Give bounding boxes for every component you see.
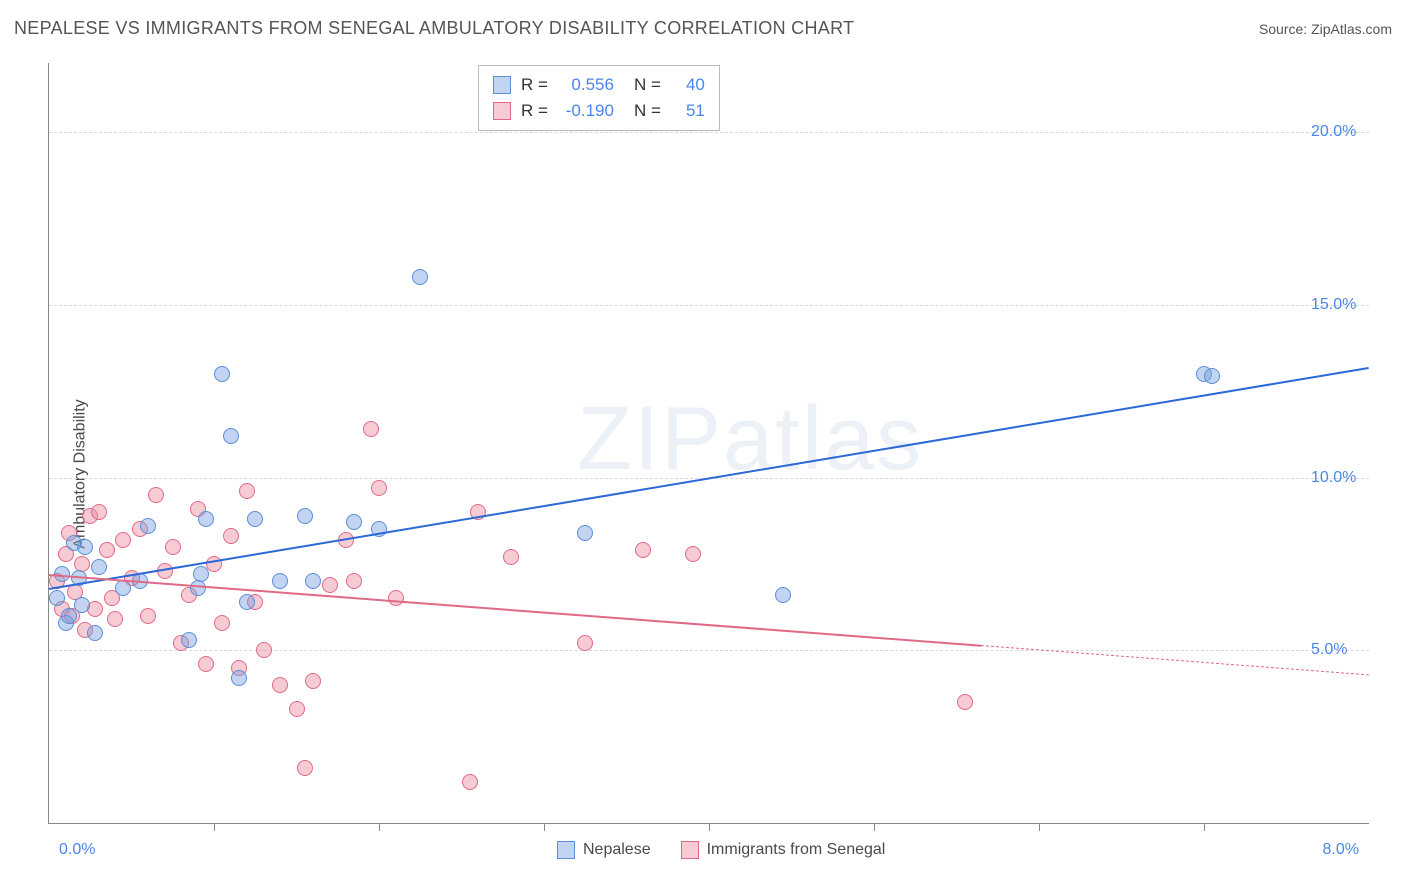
- legend-item-label: Immigrants from Senegal: [707, 841, 886, 859]
- scatter-point-a: [775, 587, 791, 603]
- legend-row-b: R = -0.190 N = 51: [493, 98, 705, 124]
- scatter-point-b: [957, 694, 973, 710]
- scatter-point-b: [107, 611, 123, 627]
- legend-item-b: Immigrants from Senegal: [681, 841, 886, 859]
- legend-r-value: 0.556: [558, 72, 614, 98]
- scatter-point-b: [140, 608, 156, 624]
- scatter-point-a: [305, 573, 321, 589]
- scatter-point-a: [577, 525, 593, 541]
- y-tick-label: 15.0%: [1311, 296, 1356, 314]
- trend-line: [49, 367, 1369, 590]
- scatter-point-a: [223, 428, 239, 444]
- source-prefix: Source:: [1259, 21, 1311, 37]
- y-tick-label: 20.0%: [1311, 123, 1356, 141]
- scatter-point-b: [272, 677, 288, 693]
- scatter-point-a: [346, 514, 362, 530]
- x-tick: [1039, 823, 1040, 831]
- source-attribution: Source: ZipAtlas.com: [1259, 21, 1392, 37]
- series-legend: Nepalese Immigrants from Senegal: [557, 841, 885, 859]
- scatter-point-a: [297, 508, 313, 524]
- scatter-point-b: [388, 590, 404, 606]
- scatter-point-b: [322, 577, 338, 593]
- scatter-point-b: [214, 615, 230, 631]
- scatter-point-a: [181, 632, 197, 648]
- legend-swatch-icon: [493, 76, 511, 94]
- x-tick-label-left: 0.0%: [59, 841, 95, 859]
- scatter-point-b: [198, 656, 214, 672]
- gridline: [49, 650, 1369, 651]
- legend-swatch-icon: [493, 102, 511, 120]
- legend-swatch-icon: [681, 841, 699, 859]
- legend-r-label: R =: [521, 72, 548, 98]
- scatter-point-b: [239, 483, 255, 499]
- x-tick: [709, 823, 710, 831]
- scatter-point-b: [297, 760, 313, 776]
- scatter-point-b: [305, 673, 321, 689]
- scatter-point-b: [165, 539, 181, 555]
- legend-swatch-icon: [557, 841, 575, 859]
- legend-r-value: -0.190: [558, 98, 614, 124]
- scatter-point-b: [503, 549, 519, 565]
- scatter-point-a: [91, 559, 107, 575]
- scatter-point-a: [140, 518, 156, 534]
- legend-n-value: 40: [671, 72, 705, 98]
- scatter-point-a: [272, 573, 288, 589]
- scatter-point-b: [91, 504, 107, 520]
- y-tick-label: 5.0%: [1311, 641, 1347, 659]
- scatter-point-b: [115, 532, 131, 548]
- legend-r-label: R =: [521, 98, 548, 124]
- source-link[interactable]: ZipAtlas.com: [1311, 21, 1392, 37]
- x-tick: [214, 823, 215, 831]
- scatter-point-b: [462, 774, 478, 790]
- scatter-point-b: [685, 546, 701, 562]
- chart-title: NEPALESE VS IMMIGRANTS FROM SENEGAL AMBU…: [14, 18, 854, 39]
- watermark: ZIPatlas: [577, 388, 923, 491]
- scatter-point-b: [99, 542, 115, 558]
- scatter-point-b: [635, 542, 651, 558]
- gridline: [49, 305, 1369, 306]
- y-tick-label: 10.0%: [1311, 469, 1356, 487]
- x-tick: [379, 823, 380, 831]
- legend-n-value: 51: [671, 98, 705, 124]
- scatter-point-b: [148, 487, 164, 503]
- scatter-point-a: [115, 580, 131, 596]
- legend-row-a: R = 0.556 N = 40: [493, 72, 705, 98]
- scatter-point-b: [577, 635, 593, 651]
- scatter-point-a: [49, 590, 65, 606]
- legend-item-a: Nepalese: [557, 841, 651, 859]
- scatter-point-b: [289, 701, 305, 717]
- scatter-point-a: [231, 670, 247, 686]
- chart-area: Ambulatory Disability ZIPatlas 5.0%10.0%…: [0, 55, 1406, 892]
- scatter-point-a: [1204, 368, 1220, 384]
- scatter-point-a: [214, 366, 230, 382]
- scatter-point-a: [61, 608, 77, 624]
- x-tick: [544, 823, 545, 831]
- gridline: [49, 132, 1369, 133]
- scatter-point-b: [346, 573, 362, 589]
- x-tick-label-right: 8.0%: [1323, 841, 1359, 859]
- scatter-point-a: [87, 625, 103, 641]
- scatter-point-b: [256, 642, 272, 658]
- scatter-plot: ZIPatlas 5.0%10.0%15.0%20.0%0.0%8.0%R =0…: [48, 63, 1369, 824]
- scatter-point-a: [198, 511, 214, 527]
- scatter-point-b: [371, 480, 387, 496]
- scatter-point-a: [412, 269, 428, 285]
- scatter-point-b: [223, 528, 239, 544]
- legend-n-label: N =: [634, 72, 661, 98]
- scatter-point-a: [247, 511, 263, 527]
- scatter-point-a: [74, 597, 90, 613]
- chart-header: NEPALESE VS IMMIGRANTS FROM SENEGAL AMBU…: [14, 18, 1392, 39]
- scatter-point-a: [77, 539, 93, 555]
- scatter-point-b: [363, 421, 379, 437]
- correlation-legend: R = 0.556 N = 40 R = -0.190 N = 51: [478, 65, 720, 131]
- legend-n-label: N =: [634, 98, 661, 124]
- scatter-point-a: [193, 566, 209, 582]
- scatter-point-a: [190, 580, 206, 596]
- legend-item-label: Nepalese: [583, 841, 651, 859]
- x-tick: [874, 823, 875, 831]
- x-tick: [1204, 823, 1205, 831]
- scatter-point-a: [239, 594, 255, 610]
